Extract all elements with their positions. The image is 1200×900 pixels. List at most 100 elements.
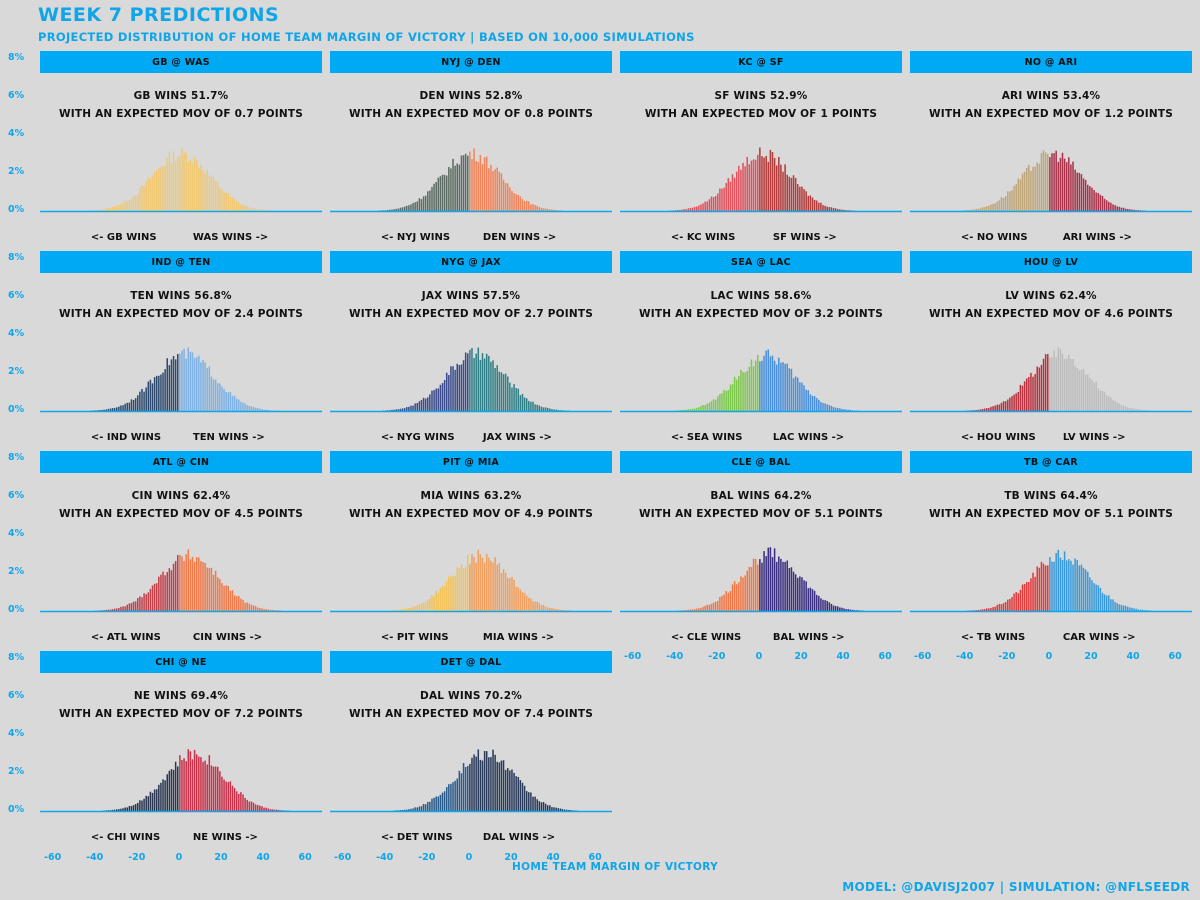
histogram-bar	[265, 409, 267, 411]
histogram-bar	[832, 407, 835, 411]
panel-header: PIT @ MIA	[330, 451, 612, 473]
histogram-bar	[172, 563, 175, 611]
x-tick-label: 60	[588, 852, 602, 863]
histogram-bar	[681, 209, 683, 211]
histogram-bar	[174, 161, 177, 211]
histogram-bar	[1061, 559, 1064, 611]
histogram-bar	[250, 801, 253, 811]
histogram-bar	[841, 209, 843, 211]
histogram-bar	[807, 390, 810, 411]
home-team: TEN	[192, 432, 215, 443]
histogram-bar	[677, 209, 679, 211]
histogram-bar	[166, 774, 168, 811]
histogram-bar	[511, 769, 513, 811]
histogram-bar	[1099, 587, 1102, 611]
histogram-bar	[513, 193, 515, 211]
histogram-bar	[418, 198, 421, 211]
wins-word: WINS	[798, 632, 829, 643]
histogram-bar	[410, 405, 412, 411]
histogram-bar	[389, 610, 391, 611]
histogram-bar	[1030, 372, 1032, 411]
histogram-bar	[1061, 353, 1064, 411]
histogram-bar	[721, 393, 723, 411]
expected-mov-text: WITH AN EXPECTED MOV OF 2.7 POINTS	[330, 308, 612, 320]
histogram-bar	[1051, 357, 1053, 411]
histogram-bar	[240, 204, 242, 211]
mov-label: WITH AN EXPECTED MOV OF	[59, 708, 231, 720]
histogram-bar	[695, 608, 698, 611]
histogram-bar	[1030, 578, 1032, 611]
histogram-bar	[1089, 577, 1091, 611]
histogram-bar	[410, 607, 412, 611]
win-percentage: 63.2%	[484, 490, 522, 502]
wins-word: WINS	[1089, 632, 1120, 643]
histogram-bar	[113, 407, 116, 411]
panel-header: NYJ @ DEN	[330, 51, 612, 73]
histogram-bar	[740, 369, 742, 411]
histogram-bar	[553, 807, 555, 811]
histogram-bar	[151, 585, 154, 611]
histogram-bar	[559, 410, 562, 411]
wins-word: WINS	[130, 432, 162, 443]
histogram-bar	[836, 208, 839, 211]
mov-label: WITH AN EXPECTED MOV OF	[644, 108, 817, 120]
histogram-bar	[120, 606, 122, 611]
histogram-bar	[731, 584, 734, 611]
histogram-bar	[693, 206, 696, 211]
histogram-bar	[448, 576, 450, 611]
x-axis-title: HOME TEAM MARGIN OF VICTORY	[512, 861, 718, 873]
histogram-bar	[206, 567, 208, 611]
x-tick-label: -20	[708, 651, 726, 662]
histogram-bar	[174, 761, 177, 811]
histogram-bar	[490, 361, 492, 411]
histogram-bar	[717, 600, 719, 611]
mov-unit: POINTS	[257, 708, 303, 720]
histogram-bar	[412, 405, 414, 411]
histogram-bar	[992, 406, 994, 411]
credits-footer: MODEL: @DAVISJ2007 | SIMULATION: @NFLSEE…	[842, 880, 1190, 894]
away-wins-label: <- GB WINS	[90, 232, 157, 243]
histogram-bar	[771, 152, 774, 211]
histogram-bar	[160, 782, 162, 811]
expected-mov-text: WITH AN EXPECTED MOV OF 4.9 POINTS	[330, 508, 612, 520]
panel-header: HOU @ LV	[910, 251, 1192, 273]
histogram-bar	[849, 409, 852, 411]
histogram-bar	[223, 191, 225, 211]
histogram-bar	[805, 389, 807, 411]
histogram-bar	[695, 206, 698, 211]
histogram-bar	[998, 404, 1001, 411]
histogram-bar	[1068, 559, 1070, 611]
wins-word: WINS	[447, 490, 481, 502]
histogram	[40, 749, 322, 813]
histogram-bar	[109, 408, 112, 411]
histogram-bar	[1044, 565, 1047, 611]
histogram-bar	[424, 601, 427, 611]
histogram-bar	[115, 608, 118, 611]
histogram-bar	[105, 208, 107, 211]
histogram-bar	[532, 204, 534, 211]
histogram-bar	[1040, 152, 1043, 211]
histogram-bar	[485, 751, 488, 811]
histogram-bar	[1009, 191, 1011, 211]
histogram-bar	[479, 155, 482, 211]
histogram-bar	[1036, 162, 1038, 211]
histogram-bar	[115, 809, 118, 811]
histogram-bar	[1105, 200, 1108, 211]
histogram-bar	[101, 610, 103, 611]
histogram-bar	[185, 152, 187, 211]
histogram-bar	[803, 385, 805, 411]
histogram-bar	[214, 570, 217, 611]
histogram-bar	[830, 603, 833, 611]
histogram-bar	[246, 602, 248, 611]
histogram-bar	[405, 608, 408, 611]
histogram-bar	[574, 810, 576, 811]
histogram-bar	[836, 606, 839, 611]
home-wins-label: JAX WINS ->	[482, 432, 552, 443]
histogram-bar	[445, 175, 448, 211]
histogram-bar	[462, 567, 465, 611]
histogram-bar	[498, 762, 501, 811]
histogram-bar	[120, 204, 122, 211]
game-panel: SEA @ LAC LAC WINS 58.6% WITH AN EXPECTED …	[620, 251, 902, 451]
histogram-bar	[1013, 394, 1015, 411]
histogram-bar	[509, 770, 511, 811]
